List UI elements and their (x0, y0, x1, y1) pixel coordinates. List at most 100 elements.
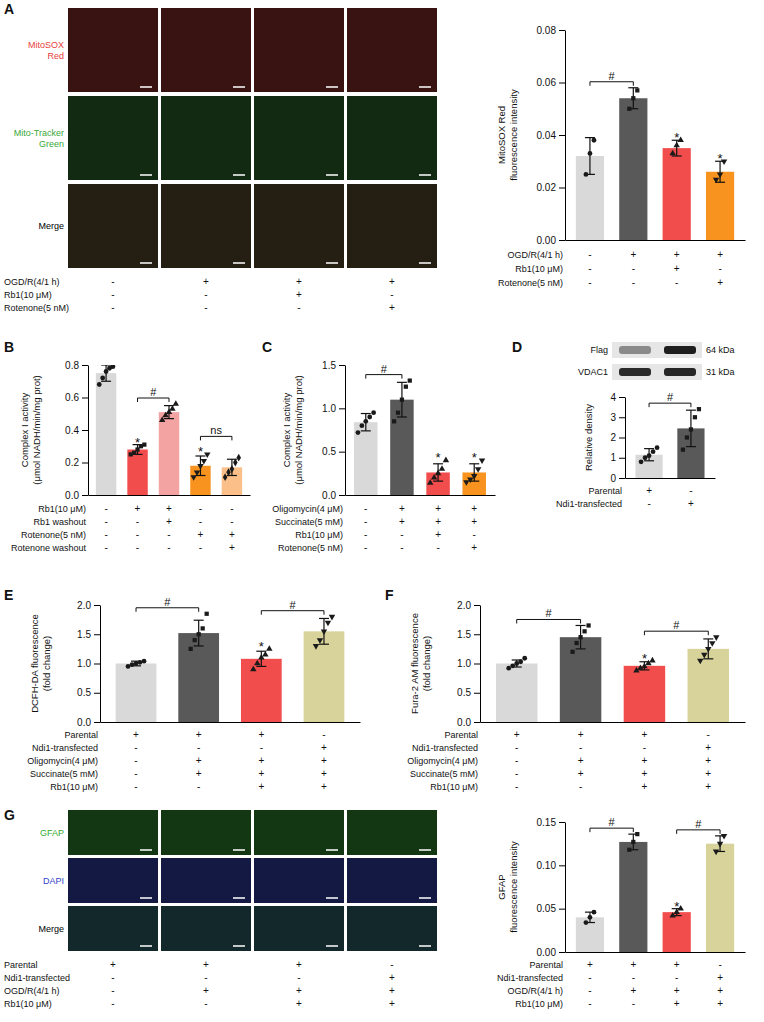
condition-mark: - (199, 503, 202, 514)
data-point (204, 453, 210, 459)
condition-mark: - (647, 498, 650, 509)
micrograph (347, 96, 437, 180)
error-bar-cap (319, 618, 329, 619)
data-point (584, 172, 589, 177)
data-point (194, 470, 200, 476)
scale-bar (419, 174, 431, 176)
y-tick-label: 1.0 (457, 658, 471, 669)
error-bar-cap (397, 416, 407, 417)
significance-mark: # (290, 599, 297, 611)
y-tick-label: 0.0 (77, 717, 91, 728)
data-point (713, 178, 719, 184)
y-tick-mark (94, 605, 100, 606)
condition-mark: + (578, 729, 584, 740)
data-point (400, 398, 404, 402)
condition-mark: + (296, 998, 302, 1009)
y-tick-mark (474, 664, 480, 665)
condition-mark: + (705, 742, 711, 753)
data-point (236, 454, 241, 462)
bar (576, 917, 604, 952)
data-point (463, 480, 469, 486)
condition-label: OGD/R(4/1 h) (4, 277, 60, 287)
y-tick-mark (339, 495, 345, 496)
condition-label: Succinate(5 mM) (410, 769, 478, 779)
bar (706, 844, 734, 952)
y-tick-label: 1.0 (322, 403, 336, 414)
blot-strip (612, 364, 702, 380)
bar (560, 637, 602, 722)
condition-mark: + (642, 755, 648, 766)
y-tick-mark (559, 30, 565, 31)
data-point (639, 459, 644, 464)
scale-bar (326, 849, 338, 851)
y-axis-title: (fold change) (421, 636, 432, 691)
condition-mark: + (674, 998, 680, 1009)
scale-bar (140, 262, 152, 264)
condition-mark: + (321, 768, 327, 779)
y-tick-mark (619, 478, 625, 479)
condition-mark: - (322, 729, 325, 740)
condition-mark: - (707, 729, 710, 740)
micrograph-signal (254, 8, 344, 92)
y-tick-mark (94, 664, 100, 665)
condition-mark: + (642, 729, 648, 740)
y-tick-label: 0.04 (537, 130, 557, 141)
condition-mark: + (642, 781, 648, 792)
y-tick-mark (559, 240, 565, 241)
condition-label: Succinate(5 mM) (30, 769, 98, 779)
condition-mark: + (642, 768, 648, 779)
condition-label: Rb1(10 μM) (4, 999, 52, 1009)
bar (619, 842, 647, 952)
y-tick-mark (474, 605, 480, 606)
panel-letter: B (4, 339, 14, 355)
significance-mark: * (674, 130, 679, 145)
error-bar-cap (686, 410, 696, 411)
data-point (506, 666, 511, 671)
y-tick-label: 2.0 (457, 600, 471, 611)
y-axis-title: (fold change) (41, 636, 52, 691)
y-axis-title: DCFH-DA fluorescence (29, 614, 40, 713)
condition-mark: - (643, 742, 646, 753)
error-bar (585, 138, 595, 175)
condition-label: Ndi1-transfected (556, 499, 622, 509)
data-point (475, 467, 481, 473)
condition-mark: + (296, 959, 302, 970)
y-tick: 0.15 (537, 817, 565, 828)
panel-letter: F (385, 587, 394, 603)
data-point (689, 427, 693, 431)
condition-mark: - (390, 959, 393, 970)
micrograph (254, 8, 344, 92)
y-tick-mark (619, 397, 625, 398)
y-tick-mark (82, 495, 88, 496)
bar (496, 664, 538, 723)
y-tick: 1.0 (77, 658, 100, 669)
y-tick-label: 1.5 (77, 629, 91, 640)
micrograph (347, 8, 437, 92)
significance-mark: # (609, 70, 616, 82)
data-point (201, 626, 205, 630)
data-point (685, 435, 689, 439)
condition-mark: - (675, 972, 678, 983)
background (0, 0, 764, 1022)
data-point (205, 612, 209, 616)
data-point (439, 465, 445, 471)
y-axis: 0.00.20.40.60.8 (65, 360, 88, 501)
micrograph (347, 906, 437, 951)
y-axis: 0.000.020.040.060.08 (537, 25, 566, 246)
data-point (697, 659, 703, 665)
data-point (266, 645, 272, 651)
data-point (363, 419, 368, 424)
condition-mark: - (632, 972, 635, 983)
micrograph (68, 96, 158, 180)
condition-mark: - (111, 302, 114, 313)
y-tick: 0.5 (77, 687, 100, 698)
condition-mark: + (705, 755, 711, 766)
condition-label: Rb1(10 μM) (38, 504, 86, 514)
data-point (651, 449, 656, 454)
bar (688, 649, 730, 722)
significance-mark: # (164, 596, 171, 608)
condition-mark: - (632, 263, 635, 274)
condition-mark: - (588, 972, 591, 983)
y-tick-label: 3 (610, 412, 616, 423)
condition-mark: + (630, 985, 636, 996)
